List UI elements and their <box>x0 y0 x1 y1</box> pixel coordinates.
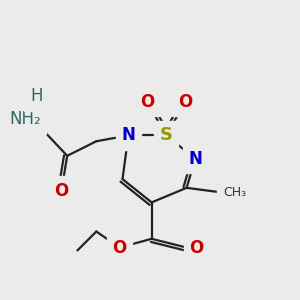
Text: O: O <box>178 93 192 111</box>
Text: H: H <box>30 87 43 105</box>
Text: O: O <box>140 93 154 111</box>
Text: O: O <box>112 238 127 256</box>
Text: CH₃: CH₃ <box>223 186 246 199</box>
Text: O: O <box>54 182 68 200</box>
Text: N: N <box>188 150 202 168</box>
Text: S: S <box>160 126 173 144</box>
Text: O: O <box>190 238 204 256</box>
Text: NH₂: NH₂ <box>9 110 41 128</box>
Text: N: N <box>122 126 135 144</box>
